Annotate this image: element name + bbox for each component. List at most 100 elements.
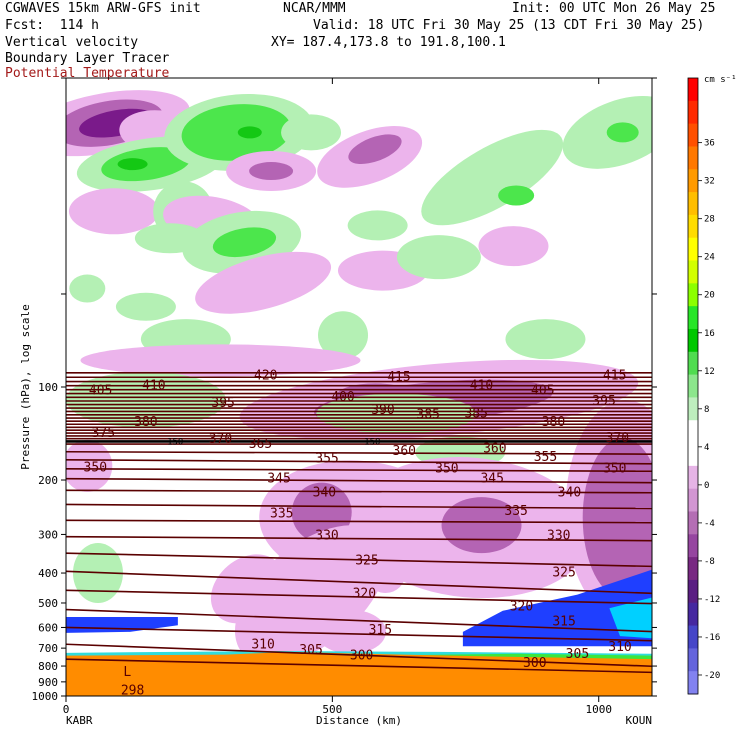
theta-line-lower-4 bbox=[66, 489, 652, 494]
w-contour-35 bbox=[80, 344, 361, 377]
colorbar-label-0: 36 bbox=[704, 139, 715, 149]
low-value: 298 bbox=[121, 684, 144, 699]
theta-label-3: 410 bbox=[142, 378, 165, 393]
theta-label-31: 335 bbox=[504, 504, 527, 519]
valid-time: Valid: 18 UTC Fri 30 May 25 (13 CDT Fri … bbox=[313, 18, 705, 33]
w-contour-19 bbox=[68, 188, 159, 235]
theta-label-35: 325 bbox=[552, 565, 575, 580]
init-time: Init: 00 UTC Mon 26 May 25 bbox=[512, 1, 716, 16]
colorbar-label-11: -8 bbox=[704, 557, 715, 567]
theta-label-8: 395 bbox=[211, 396, 234, 411]
theta-label-13: 380 bbox=[134, 415, 157, 430]
tropopause-label-0: 150 bbox=[167, 437, 183, 447]
colorbar-swatch-20 bbox=[688, 534, 698, 558]
theta-label-29: 340 bbox=[558, 486, 581, 501]
theta-line-lower-10 bbox=[66, 589, 652, 605]
y-tick-label-0: 100 bbox=[38, 381, 58, 394]
colorbar-swatch-5 bbox=[688, 192, 698, 216]
colorbar-units: cm s⁻¹ bbox=[704, 75, 737, 85]
theta-line-lower-3 bbox=[66, 477, 652, 484]
low-letter: L bbox=[123, 665, 131, 680]
colorbar-swatch-1 bbox=[688, 100, 698, 125]
theta-label-37: 320 bbox=[510, 600, 533, 615]
theta-label-39: 315 bbox=[552, 615, 575, 630]
theta-label-22: 355 bbox=[534, 450, 557, 465]
theta-label-23: 350 bbox=[84, 461, 107, 476]
theta-label-2: 415 bbox=[603, 368, 626, 383]
colorbar-swatch-18 bbox=[688, 488, 698, 512]
theta-label-33: 330 bbox=[547, 528, 570, 543]
field-boundary-layer: Boundary Layer Tracer bbox=[5, 51, 170, 66]
y-tick-label-3: 400 bbox=[38, 567, 58, 580]
colorbar-label-14: -20 bbox=[704, 671, 720, 681]
colorbar-swatch-24 bbox=[688, 625, 698, 649]
y-tick-label-6: 700 bbox=[38, 642, 58, 655]
theta-line-lower-7 bbox=[66, 535, 652, 542]
theta-label-21: 355 bbox=[315, 451, 338, 466]
w-contour-15 bbox=[421, 129, 564, 226]
w-contour-31 bbox=[318, 311, 369, 360]
theta-label-4: 410 bbox=[470, 378, 493, 393]
w-contour-27 bbox=[347, 210, 408, 241]
theta-label-7: 400 bbox=[331, 390, 354, 405]
colorbar-swatch-0 bbox=[688, 78, 698, 102]
cross-section-coords: XY= 187.4,173.8 to 191.8,100.1 bbox=[271, 35, 506, 50]
w-contour-16 bbox=[498, 185, 535, 206]
colorbar-label-10: -4 bbox=[704, 519, 715, 529]
colorbar-swatch-7 bbox=[688, 237, 698, 262]
colorbar-swatch-6 bbox=[688, 214, 698, 239]
theta-label-19: 360 bbox=[393, 444, 416, 459]
theta-line-lower-2 bbox=[66, 468, 652, 473]
w-contour-29 bbox=[478, 226, 549, 267]
theta-label-38: 315 bbox=[369, 623, 392, 638]
theta-label-11: 385 bbox=[417, 408, 440, 423]
x-axis-label: Distance (km) bbox=[316, 714, 402, 727]
forecast-hour: Fcst: 114 h bbox=[5, 18, 99, 33]
w-contour-34 bbox=[69, 274, 106, 303]
field-vertical-velocity: Vertical velocity bbox=[5, 35, 139, 50]
w-contour-12 bbox=[281, 114, 342, 151]
colorbar-swatch-3 bbox=[688, 146, 698, 170]
pbl-tracer-east-core bbox=[609, 597, 652, 639]
colorbar-swatch-19 bbox=[688, 511, 698, 535]
w-contour-9 bbox=[237, 126, 262, 139]
w-contour-48 bbox=[582, 437, 652, 598]
theta-line-lower-5 bbox=[66, 503, 652, 510]
y-axis-label: Pressure (hPa), log scale bbox=[19, 304, 32, 470]
w-contour-32 bbox=[505, 319, 586, 360]
theta-label-10: 390 bbox=[371, 403, 394, 418]
colorbar-swatch-10 bbox=[688, 306, 698, 330]
theta-line-lower-11 bbox=[66, 608, 652, 633]
x-tick-label-0: 0 bbox=[63, 703, 70, 716]
theta-label-6: 405 bbox=[531, 384, 554, 399]
colorbar-label-6: 12 bbox=[704, 367, 715, 377]
w-contour-11 bbox=[249, 162, 294, 181]
colorbar-swatch-21 bbox=[688, 557, 698, 581]
colorbar-swatch-8 bbox=[688, 260, 698, 284]
x-axis: 0 500 1000 bbox=[63, 78, 612, 716]
colorbar-swatch-13 bbox=[688, 374, 698, 398]
colorbar-swatch-14 bbox=[688, 397, 698, 421]
colorbar-label-8: 4 bbox=[704, 443, 709, 453]
theta-label-24: 350 bbox=[435, 461, 458, 476]
colorbar-swatch-4 bbox=[688, 169, 698, 193]
colorbar-swatch-16 bbox=[688, 443, 698, 467]
y-tick-label-5: 600 bbox=[38, 621, 58, 634]
endpoint-right: KOUN bbox=[626, 714, 653, 727]
colorbar-swatch-15 bbox=[688, 420, 698, 444]
theta-label-30: 335 bbox=[270, 507, 293, 522]
w-contour-6 bbox=[117, 158, 148, 171]
colorbar-label-7: 8 bbox=[704, 405, 709, 415]
theta-label-28: 340 bbox=[313, 486, 336, 501]
y-tick-label-7: 800 bbox=[38, 660, 58, 673]
colorbar-swatch-23 bbox=[688, 602, 698, 627]
theta-label-44: 300 bbox=[350, 649, 373, 664]
colorbar-label-2: 28 bbox=[704, 215, 715, 225]
model-title: CGWAVES 15km ARW-GFS init bbox=[5, 1, 201, 16]
pbl-tracer-east bbox=[462, 569, 652, 647]
colorbar-label-9: 0 bbox=[704, 481, 709, 491]
colorbar-label-13: -16 bbox=[704, 633, 720, 643]
colorbar-label-3: 24 bbox=[704, 253, 715, 263]
colorbar-swatch-22 bbox=[688, 579, 698, 604]
